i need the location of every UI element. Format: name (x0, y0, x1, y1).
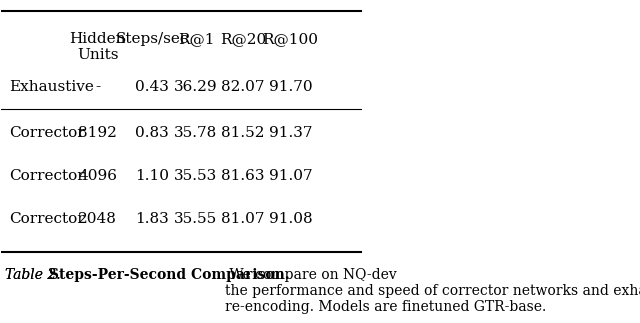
Text: Table 2.: Table 2. (5, 268, 65, 282)
Text: Corrector: Corrector (9, 169, 84, 183)
Text: 0.83: 0.83 (136, 126, 169, 140)
Text: 81.07: 81.07 (221, 212, 265, 226)
Text: 8192: 8192 (78, 126, 117, 140)
Text: 0.43: 0.43 (136, 80, 169, 94)
Text: Exhaustive: Exhaustive (9, 80, 93, 94)
Text: 4096: 4096 (78, 169, 117, 183)
Text: 35.78: 35.78 (174, 126, 218, 140)
Text: 91.08: 91.08 (269, 212, 312, 226)
Text: 91.37: 91.37 (269, 126, 312, 140)
Text: We compare on NQ-dev
the performance and speed of corrector networks and exhaust: We compare on NQ-dev the performance and… (225, 268, 640, 314)
Text: 91.07: 91.07 (269, 169, 312, 183)
Text: 81.52: 81.52 (221, 126, 265, 140)
Text: 1.10: 1.10 (135, 169, 170, 183)
Text: 35.53: 35.53 (174, 169, 218, 183)
Text: R@1: R@1 (178, 32, 214, 46)
Text: 35.55: 35.55 (174, 212, 218, 226)
Text: 82.07: 82.07 (221, 80, 265, 94)
Text: Corrector: Corrector (9, 212, 84, 226)
Text: 2048: 2048 (78, 212, 117, 226)
Text: R@100: R@100 (262, 32, 319, 46)
Text: Hidden
Units: Hidden Units (70, 32, 126, 62)
Text: 36.29: 36.29 (174, 80, 218, 94)
Text: Corrector: Corrector (9, 126, 84, 140)
Text: 81.63: 81.63 (221, 169, 265, 183)
Text: 91.70: 91.70 (269, 80, 312, 94)
Text: Table 2.: Table 2. (5, 268, 65, 282)
Text: -: - (95, 80, 100, 94)
Text: 1.83: 1.83 (136, 212, 169, 226)
Text: Steps-Per-Second Comparison.: Steps-Per-Second Comparison. (49, 268, 290, 282)
Text: Steps/sec: Steps/sec (116, 32, 189, 46)
Text: R@20: R@20 (220, 32, 266, 46)
